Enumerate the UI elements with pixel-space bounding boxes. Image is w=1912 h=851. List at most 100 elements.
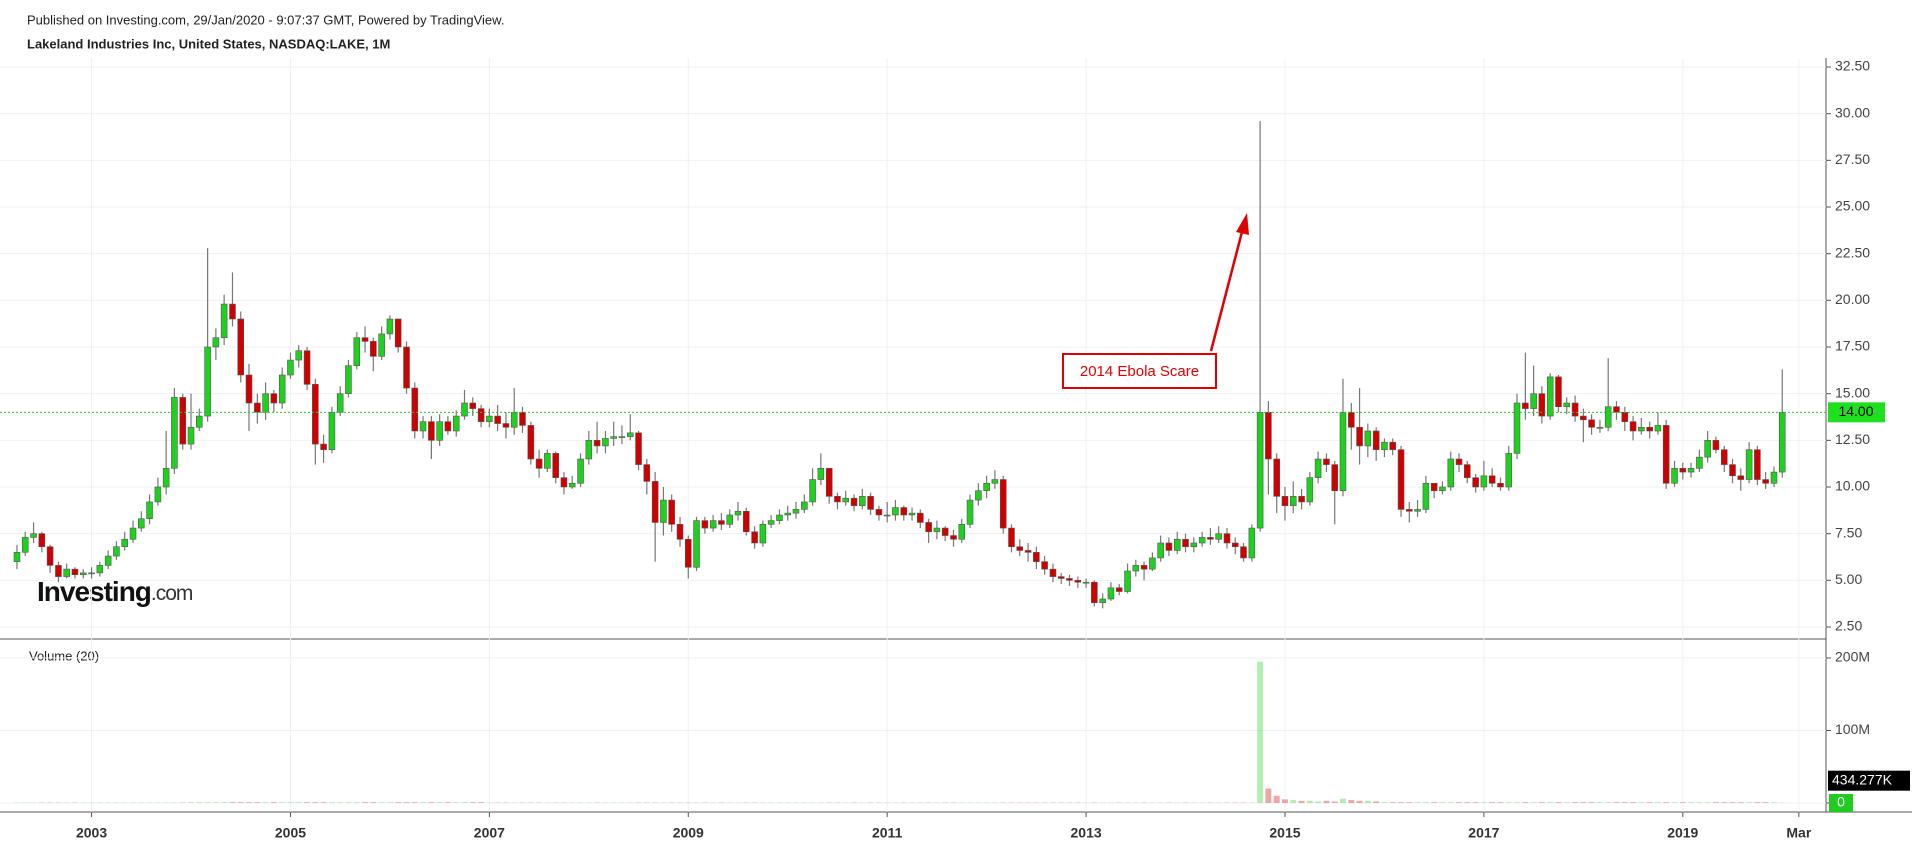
logo: Investing.com (37, 576, 193, 607)
x-tick-label: 2005 (275, 825, 306, 841)
candle-body (602, 438, 609, 447)
candle-body (30, 533, 37, 538)
candle-body (966, 499, 974, 525)
volume-bar (1721, 802, 1728, 803)
candle-body (1223, 533, 1231, 544)
volume-bar (1422, 802, 1429, 803)
candle-body (850, 497, 858, 506)
candle-body (1140, 565, 1148, 570)
volume-bar (1306, 800, 1313, 803)
candle-body (138, 518, 145, 529)
candle-body (701, 520, 709, 529)
y-tick-label: 27.50 (1835, 151, 1870, 167)
candle-body (618, 436, 626, 438)
y-tick-label: 10.00 (1835, 478, 1870, 494)
candle-body (1447, 458, 1455, 488)
candle-body (1091, 581, 1098, 604)
candle-body (502, 423, 510, 428)
candle-body (1696, 456, 1703, 469)
volume-bar (279, 802, 286, 803)
candle-body (361, 337, 369, 342)
volume-bar (1530, 802, 1537, 803)
candle-body (1215, 533, 1222, 540)
candle-body (651, 481, 659, 523)
candle-body (925, 522, 932, 533)
x-tick-label: 2011 (872, 825, 903, 841)
candle-body (63, 568, 70, 577)
candle-body (825, 468, 833, 497)
candle-body (96, 565, 104, 574)
candle-body (1273, 458, 1280, 497)
volume-bar (1621, 802, 1628, 803)
volume-bar (229, 802, 236, 803)
volume-bar (1331, 801, 1338, 803)
candle-body (1348, 412, 1355, 428)
candle-body (88, 572, 95, 575)
candle-body (129, 527, 137, 540)
candle-body (1281, 496, 1289, 506)
candle-body (593, 440, 601, 447)
volume-bar (1771, 802, 1777, 803)
volume-bar (1497, 802, 1504, 803)
volume-bar (337, 802, 344, 803)
candle-body (1571, 402, 1579, 417)
volume-bar (1605, 802, 1612, 803)
volume-bar (1596, 802, 1603, 803)
candle-body (1389, 441, 1396, 450)
candle-body (801, 501, 808, 510)
annotation-box (1062, 353, 1217, 389)
volume-bar (1323, 800, 1330, 803)
volume-bar (196, 802, 203, 803)
candle-body (1745, 449, 1753, 480)
y-tick-label: 200M (1835, 649, 1870, 665)
candle-body (950, 535, 957, 540)
candle-body (958, 524, 966, 540)
candle-body (1662, 425, 1670, 484)
y-tick-label: 32.50 (1835, 58, 1870, 74)
plot-area: 2.50 5.00 7.50 10.00 12.50 15.00 17.50 20.00 22.… (0, 58, 1910, 841)
volume-bar (362, 802, 369, 803)
volume-bar (1273, 795, 1280, 803)
candle-body (709, 520, 717, 529)
candle-body (237, 318, 245, 376)
volume-title: Volume (20) (29, 648, 99, 663)
volume-bar (221, 802, 228, 803)
volume-bar (1588, 802, 1595, 803)
candle-body (13, 552, 21, 562)
candle-body (1505, 453, 1513, 488)
volume-bar (353, 802, 360, 803)
volume-bar (1315, 801, 1322, 803)
volume-bar (204, 802, 211, 803)
candle-body (262, 393, 269, 413)
x-tick-label: 2003 (76, 825, 107, 841)
candle-body (527, 425, 535, 460)
candle-body (784, 512, 791, 516)
candle-body (1671, 468, 1678, 484)
logo-suffix: .com (151, 582, 193, 605)
candle-body (1563, 402, 1571, 408)
volume-bar (1464, 802, 1471, 803)
volume-bar (478, 802, 485, 803)
candle-body (1240, 546, 1247, 559)
candle-body (742, 510, 750, 533)
volume-bar (1538, 802, 1545, 803)
candle-body (1190, 542, 1198, 548)
candle-body (1654, 425, 1662, 432)
candle-body (212, 337, 220, 348)
candle-body (461, 402, 468, 417)
candle-body (1298, 496, 1305, 503)
volume-bar (1729, 802, 1736, 803)
candle-body (941, 527, 949, 536)
candle-body (1497, 482, 1504, 488)
volume-bar (1406, 802, 1413, 803)
candle-body (1099, 598, 1106, 604)
candle-body (46, 546, 54, 566)
candle-body (1174, 538, 1181, 551)
volume-bar (1265, 788, 1272, 803)
volume-bar (1696, 802, 1703, 803)
candle-body (21, 537, 29, 553)
candle-body (883, 514, 891, 517)
volume-bar (1555, 802, 1562, 803)
volume-bar (1414, 802, 1421, 803)
